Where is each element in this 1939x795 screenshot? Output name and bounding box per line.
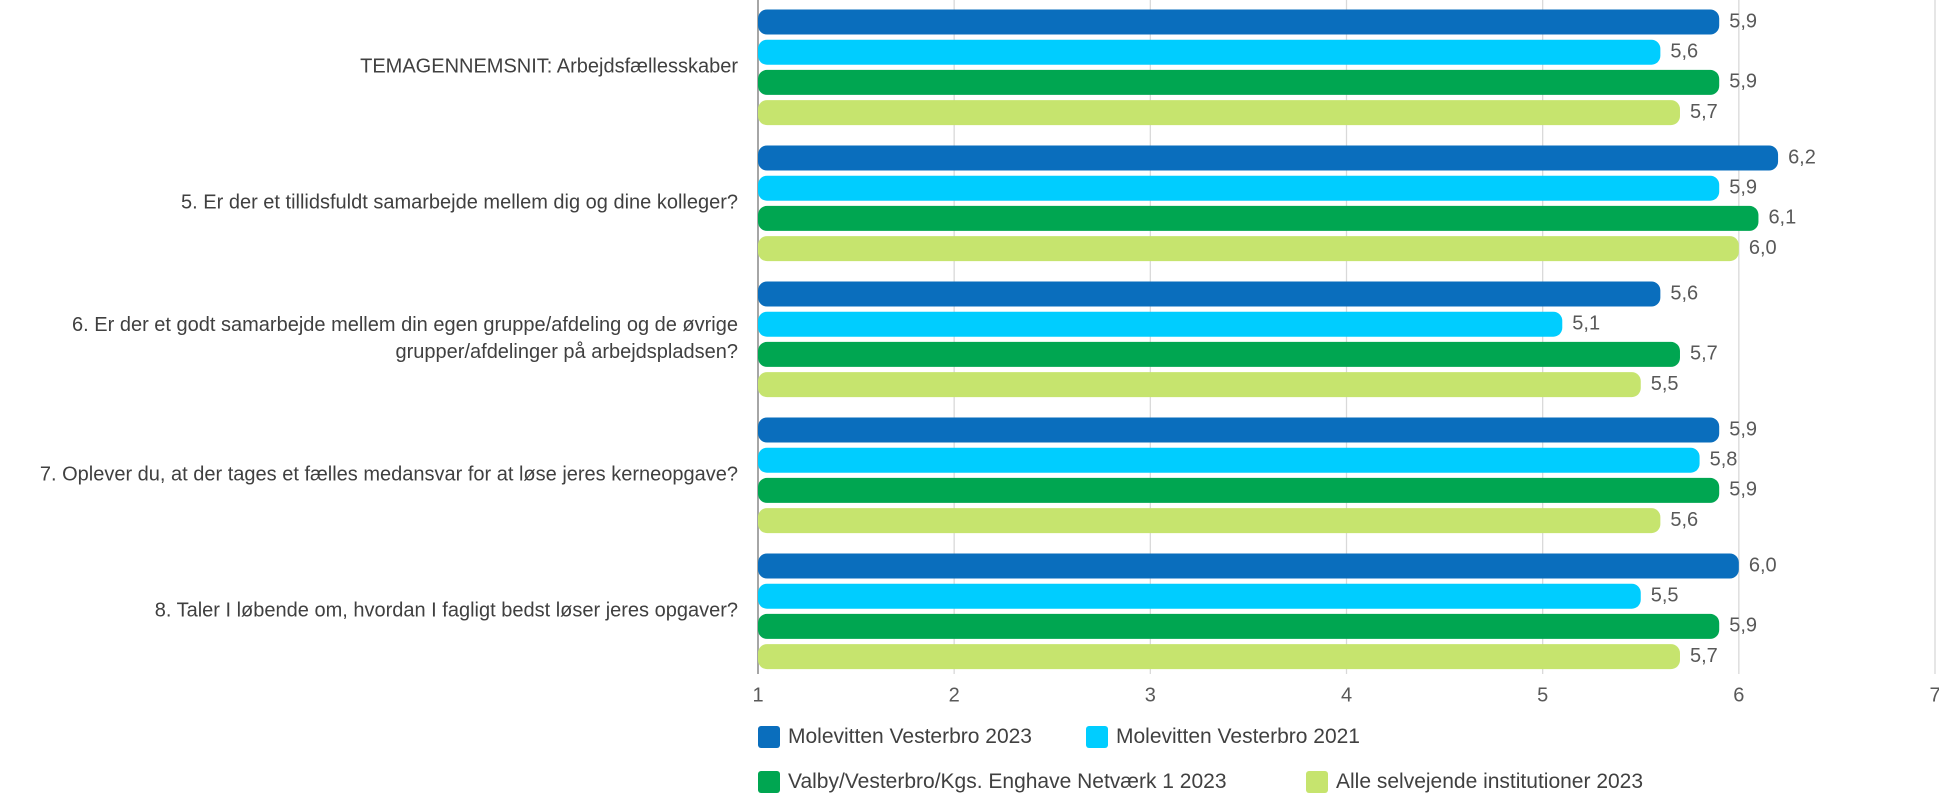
data-label: 5,7 — [1690, 343, 1718, 365]
x-tick-label: 6 — [1733, 684, 1744, 706]
x-tick-label: 1 — [752, 684, 763, 706]
data-label: 5,9 — [1729, 71, 1757, 93]
bar — [758, 447, 1700, 473]
legend-swatch — [758, 726, 780, 748]
bar — [758, 175, 1720, 201]
bar — [758, 613, 1720, 639]
category-label: 5. Er der et tillidsfuldt samarbejde mel… — [181, 191, 738, 214]
legend-label: Valby/Vesterbro/Kgs. Enghave Netværk 1 2… — [788, 770, 1227, 793]
data-label: 5,6 — [1670, 509, 1698, 531]
data-label: 5,5 — [1651, 584, 1679, 606]
bar — [758, 644, 1680, 670]
x-tick-label: 7 — [1929, 684, 1939, 706]
data-label: 5,8 — [1710, 448, 1738, 470]
x-tick-label: 2 — [949, 684, 960, 706]
bar — [758, 205, 1759, 231]
legend-swatch — [758, 771, 780, 793]
data-label: 5,9 — [1729, 479, 1757, 501]
data-label: 6,1 — [1768, 207, 1796, 229]
legend-label: Molevitten Vesterbro 2021 — [1116, 725, 1360, 748]
data-label: 5,6 — [1670, 282, 1698, 304]
data-label: 5,9 — [1729, 10, 1757, 32]
bar — [758, 100, 1680, 126]
bar — [758, 236, 1739, 262]
category-label: TEMAGENNEMSNIT: Arbejdsfællesskaber — [360, 55, 738, 78]
data-label: 6,0 — [1749, 237, 1777, 259]
data-label: 5,7 — [1690, 645, 1718, 667]
data-label: 5,6 — [1670, 40, 1698, 62]
bar — [758, 145, 1779, 171]
category-label: 7. Oplever du, at der tages et fælles me… — [39, 463, 738, 486]
bar — [758, 477, 1720, 503]
legend-item: Molevitten Vesterbro 2021 — [1086, 725, 1360, 749]
bar — [758, 69, 1720, 95]
legend-label: Alle selvejende institutioner 2023 — [1336, 770, 1644, 793]
data-label: 5,9 — [1729, 176, 1757, 198]
legend-item: Valby/Vesterbro/Kgs. Enghave Netværk 1 2… — [758, 770, 1227, 794]
bar — [758, 583, 1641, 609]
bar — [758, 553, 1739, 579]
bar — [758, 417, 1720, 443]
bar — [758, 9, 1720, 35]
data-label: 5,9 — [1729, 418, 1757, 440]
data-label: 5,9 — [1729, 615, 1757, 637]
category-label: 6. Er der et godt samarbejde mellem din … — [72, 314, 738, 364]
data-label: 6,0 — [1749, 554, 1777, 576]
legend-swatch — [1306, 771, 1328, 793]
data-label: 5,7 — [1690, 101, 1718, 123]
category-label: 8. Taler I løbende om, hvordan I fagligt… — [154, 599, 738, 622]
bar — [758, 341, 1680, 367]
data-label: 5,5 — [1651, 373, 1679, 395]
bar — [758, 311, 1563, 337]
x-tick-label: 5 — [1537, 684, 1548, 706]
legend-label: Molevitten Vesterbro 2023 — [788, 725, 1032, 748]
bar — [758, 281, 1661, 307]
bar — [758, 39, 1661, 65]
legend-item: Alle selvejende institutioner 2023 — [1306, 770, 1643, 794]
bar — [758, 372, 1641, 398]
data-label: 6,2 — [1788, 146, 1816, 168]
bar — [758, 508, 1661, 534]
x-tick-label: 3 — [1145, 684, 1156, 706]
data-label: 5,1 — [1572, 312, 1600, 334]
legend-item: Molevitten Vesterbro 2023 — [758, 725, 1032, 749]
x-tick-label: 4 — [1341, 684, 1352, 706]
legend-swatch — [1086, 726, 1108, 748]
